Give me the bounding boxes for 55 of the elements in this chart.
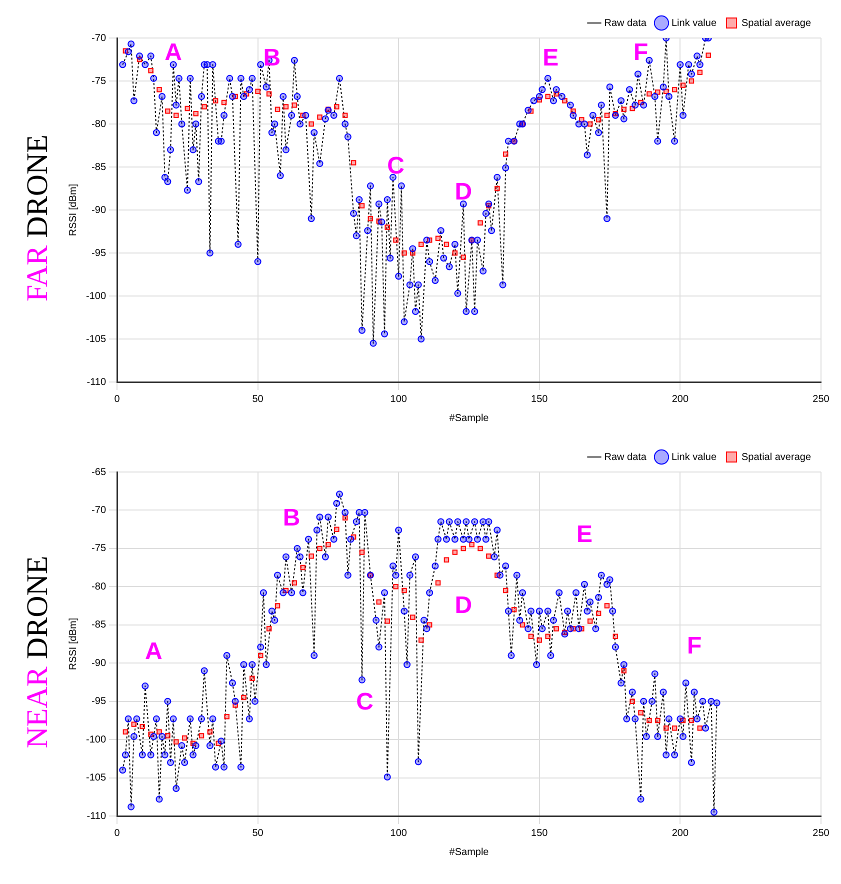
annotation: B <box>263 44 281 72</box>
annotation: F <box>633 39 648 66</box>
y-tick-label: -75 <box>92 76 106 87</box>
x-tick-label: 0 <box>114 828 120 839</box>
y-tick-label: -70 <box>92 504 106 516</box>
x-tick-label: 200 <box>672 394 689 405</box>
legend-label: Link value <box>671 18 717 29</box>
legend-label: Raw data <box>604 452 647 463</box>
annotation: E <box>576 520 592 548</box>
x-tick-label: 50 <box>252 394 264 405</box>
y-tick-label: -100 <box>86 734 106 746</box>
y-tick-label: -75 <box>92 543 106 554</box>
y-tick-label: -80 <box>92 581 106 592</box>
y-tick-label: -110 <box>86 376 106 388</box>
y-tick-label: -65 <box>92 466 106 478</box>
annotation: A <box>144 638 162 665</box>
annotation: C <box>356 688 374 716</box>
y-tick-label: -85 <box>92 620 106 631</box>
x-tick-label: 150 <box>531 828 548 839</box>
legend-label: Spatial average <box>742 18 812 29</box>
text: NEAR DRONE <box>21 556 55 748</box>
x-tick-label: 250 <box>812 394 830 405</box>
text: FAR DRONE <box>21 134 55 302</box>
x-axis-title: #Sample <box>449 846 490 858</box>
x-tick-label: 150 <box>531 394 548 405</box>
annotation: F <box>686 632 702 660</box>
x-axis-title: #Sample <box>449 412 490 424</box>
x-tick-label: 100 <box>390 394 408 405</box>
annotation: D <box>454 178 472 206</box>
x-tick-label: 50 <box>252 828 264 839</box>
y-tick-label: -90 <box>92 658 106 669</box>
legend-label: Spatial average <box>742 452 812 463</box>
y-tick-label: -90 <box>92 204 106 216</box>
y-axis-title: RSSI [dBm] <box>68 184 79 236</box>
legend-label: Link value <box>671 452 717 463</box>
annotation: D <box>454 592 472 620</box>
y-tick-label: -85 <box>92 162 106 173</box>
y-tick-label: -80 <box>92 118 106 130</box>
y-tick-label: -110 <box>86 810 106 822</box>
annotation: C <box>387 152 404 180</box>
x-tick-label: 100 <box>390 828 408 839</box>
legend-label: Raw data <box>604 18 647 29</box>
annotation: B <box>282 504 300 532</box>
x-tick-label: 200 <box>672 828 689 839</box>
x-tick-label: 0 <box>114 394 120 405</box>
y-tick-label: -70 <box>92 32 106 44</box>
y-tick-label: -95 <box>92 248 106 259</box>
y-tick-label: -105 <box>86 772 106 784</box>
y-tick-label: -95 <box>92 696 106 708</box>
x-tick-label: 250 <box>812 828 830 839</box>
annotation: E <box>542 44 559 72</box>
y-tick-label: -105 <box>86 334 106 345</box>
y-axis-title: RSSI [dBm] <box>68 618 79 670</box>
y-tick-label: -100 <box>86 290 106 302</box>
annotation: A <box>164 39 182 66</box>
